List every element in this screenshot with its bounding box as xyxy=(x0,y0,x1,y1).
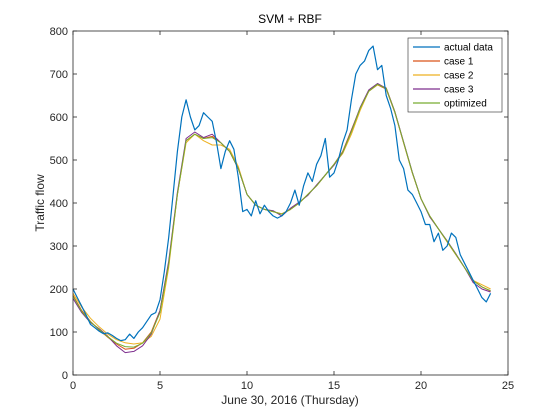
legend-label: case 1 xyxy=(444,57,474,68)
y-axis-title: Traffic flow xyxy=(33,174,47,232)
chart-title: SVM + RBF xyxy=(258,12,322,26)
legend-label: optimized xyxy=(444,99,487,110)
x-tick-label: 25 xyxy=(502,380,514,392)
series-line-optimized xyxy=(72,83,491,348)
x-axis-title: June 30, 2016 (Thursday) xyxy=(221,393,358,407)
y-tick-label: 400 xyxy=(50,198,68,210)
x-tick-label: 20 xyxy=(415,380,427,392)
x-tick-label: 5 xyxy=(157,380,163,392)
y-tick-label: 100 xyxy=(50,327,68,339)
series-line-actual-data xyxy=(72,45,492,342)
series-layer xyxy=(72,45,492,354)
x-tick-label: 0 xyxy=(70,380,76,392)
y-tick-label: 200 xyxy=(50,284,68,296)
y-tick-label: 0 xyxy=(62,370,68,382)
y-tick-label: 300 xyxy=(50,241,68,253)
y-tick-label: 500 xyxy=(50,155,68,167)
x-tick-label: 10 xyxy=(241,380,253,392)
y-tick-label: 800 xyxy=(50,26,68,38)
ticks-layer: 0 5 10 15 20 25 0 100 200 300 400 500 600 700 800 xyxy=(50,26,514,392)
legend: actual data case 1 case 2 case 3 optimized xyxy=(407,37,503,113)
legend-label: case 2 xyxy=(444,71,474,82)
y-tick-label: 700 xyxy=(50,69,68,81)
y-tick-label: 600 xyxy=(50,112,68,124)
legend-label: case 3 xyxy=(444,85,474,96)
x-tick-label: 15 xyxy=(328,380,340,392)
legend-label: actual data xyxy=(444,43,493,54)
